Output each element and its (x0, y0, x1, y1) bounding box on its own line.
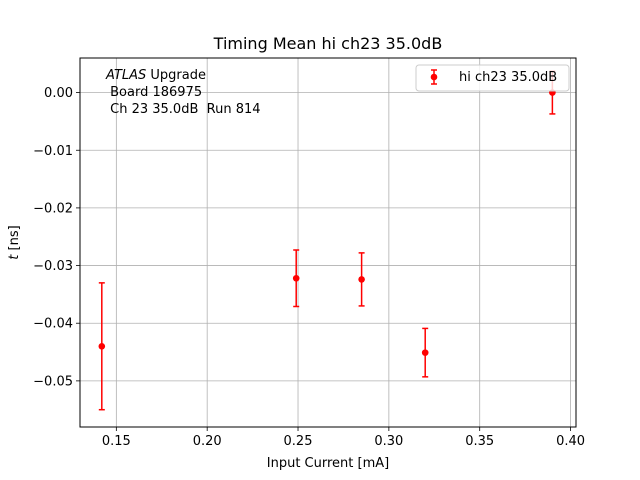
y-tick-label: −0.01 (33, 144, 73, 159)
legend-box (415, 64, 570, 92)
grid (80, 58, 576, 427)
x-tick-label: 0.20 (193, 434, 222, 449)
y-tick-label: −0.04 (33, 317, 73, 332)
annotation: ATLAS Upgrade Board 186975 Ch 23 35.0dB … (105, 68, 261, 117)
data-point (292, 274, 300, 282)
legend-marker (430, 73, 438, 81)
annotation-upgrade: Upgrade (146, 68, 206, 83)
axis-ticks: 0.15 0.20 0.25 0.30 0.35 0.40 0.00 −0.01 −0.02 −0… (33, 86, 585, 449)
data-points (98, 70, 556, 411)
legend-label: hi ch23 35.0dB (459, 70, 557, 85)
y-axis-label: t [ns] (7, 225, 22, 259)
data-point (98, 342, 106, 350)
data-point (421, 349, 429, 356)
legend: hi ch23 35.0dB (415, 64, 570, 92)
x-tick-label: 0.35 (465, 434, 494, 449)
annotation-line-1: ATLAS Upgrade (105, 68, 206, 83)
y-tick-label: −0.03 (33, 259, 73, 274)
plot-frame (79, 57, 577, 428)
chart-title: Timing Mean hi ch23 35.0dB (213, 34, 443, 53)
annotation-atlas: ATLAS (105, 68, 146, 83)
y-axis-label-unit: [ns] (7, 225, 22, 250)
y-tick-label: 0.00 (44, 86, 73, 101)
y-axis-label-symbol: t (7, 254, 22, 260)
x-tick-label: 0.30 (374, 434, 403, 449)
x-tick-label: 0.25 (284, 434, 313, 449)
annotation-line-2: Board 186975 (106, 85, 202, 100)
x-tick-label: 0.40 (556, 434, 585, 449)
y-tick-label: −0.02 (33, 201, 73, 216)
y-tick-label: −0.05 (33, 374, 73, 389)
x-tick-label: 0.15 (102, 434, 131, 449)
annotation-line-3: Ch 23 35.0dB Run 814 (106, 102, 261, 117)
x-axis-label: Input Current [mA] (267, 456, 389, 471)
data-point (358, 276, 365, 283)
